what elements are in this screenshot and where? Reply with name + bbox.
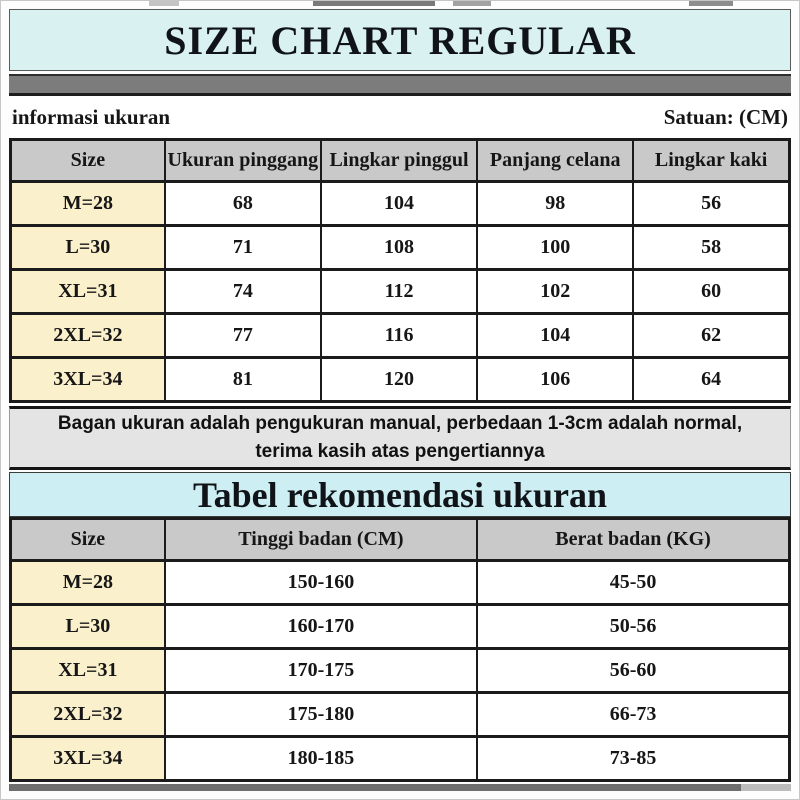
note-line-2: terima kasih atas pengertiannya	[255, 441, 545, 462]
table-cell: 120	[319, 356, 479, 403]
table-cell: 160-170	[163, 603, 479, 650]
table-row: 3XL=34 180-185 73-85	[9, 735, 791, 782]
recommendation-title-band: Tabel rekomendasi ukuran	[9, 472, 791, 517]
size-cell: M=28	[9, 559, 166, 606]
size-cell: 3XL=34	[9, 356, 166, 403]
size-cell: XL=31	[9, 647, 166, 694]
table-row: XL=31 74 112 102 60	[9, 268, 791, 315]
top-edge-artifact	[149, 1, 179, 6]
size-cell: 3XL=34	[9, 735, 166, 782]
measurement-note: Bagan ukuran adalah pengukuran manual, p…	[9, 406, 791, 470]
size-cell: XL=31	[9, 268, 166, 315]
column-header: Lingkar pinggul	[319, 138, 479, 183]
table-cell: 102	[476, 268, 635, 315]
table-header-row: Size Tinggi badan (CM) Berat badan (KG)	[9, 517, 791, 562]
table-cell: 45-50	[476, 559, 791, 606]
table-cell: 60	[632, 268, 791, 315]
size-cell: L=30	[9, 603, 166, 650]
table-cell: 68	[163, 180, 322, 227]
table-cell: 62	[632, 312, 791, 359]
size-cell: 2XL=32	[9, 312, 166, 359]
table-cell: 116	[319, 312, 479, 359]
note-line-1: Bagan ukuran adalah pengukuran manual, p…	[57, 413, 743, 434]
size-cell: L=30	[9, 224, 166, 271]
table-cell: 100	[476, 224, 635, 271]
table-cell: 77	[163, 312, 322, 359]
recommendation-title: Tabel rekomendasi ukuran	[192, 474, 608, 515]
top-edge-artifact	[689, 1, 733, 6]
column-header: Panjang celana	[476, 138, 635, 183]
table-cell: 108	[319, 224, 479, 271]
column-header: Berat badan (KG)	[476, 517, 791, 562]
size-chart-table: Size Ukuran pinggang Lingkar pinggul Pan…	[9, 138, 791, 403]
divider-bar	[9, 74, 791, 96]
top-edge-artifact	[453, 1, 491, 6]
title-band: SIZE CHART REGULAR	[9, 9, 791, 71]
table-row: M=28 68 104 98 56	[9, 180, 791, 227]
table-cell: 56-60	[476, 647, 791, 694]
table-cell: 104	[476, 312, 635, 359]
column-header: Lingkar kaki	[632, 138, 791, 183]
column-header: Tinggi badan (CM)	[163, 517, 479, 562]
table-row: M=28 150-160 45-50	[9, 559, 791, 606]
table-cell: 74	[163, 268, 322, 315]
bottom-edge-bar-light	[741, 784, 791, 791]
column-header: Ukuran pinggang	[163, 138, 322, 183]
top-edge-artifact	[313, 1, 435, 6]
table-cell: 71	[163, 224, 322, 271]
table-cell: 175-180	[163, 691, 479, 738]
table-cell: 180-185	[163, 735, 479, 782]
table-cell: 98	[476, 180, 635, 227]
info-label: informasi ukuran	[12, 104, 171, 129]
bottom-edge-bar	[9, 784, 791, 791]
table-row: 3XL=34 81 120 106 64	[9, 356, 791, 403]
column-header: Size	[9, 517, 166, 562]
table-cell: 50-56	[476, 603, 791, 650]
table-cell: 104	[319, 180, 479, 227]
unit-label: Satuan: (CM)	[663, 104, 788, 129]
info-row: informasi ukuran Satuan: (CM)	[9, 96, 791, 138]
table-cell: 58	[632, 224, 791, 271]
size-cell: M=28	[9, 180, 166, 227]
table-cell: 106	[476, 356, 635, 403]
table-header-row: Size Ukuran pinggang Lingkar pinggul Pan…	[9, 138, 791, 183]
table-row: 2XL=32 175-180 66-73	[9, 691, 791, 738]
table-row: L=30 71 108 100 58	[9, 224, 791, 271]
bottom-edge-bar-dark	[9, 784, 741, 791]
table-cell: 170-175	[163, 647, 479, 694]
recommendation-table: Size Tinggi badan (CM) Berat badan (KG) …	[9, 517, 791, 782]
table-cell: 56	[632, 180, 791, 227]
table-cell: 64	[632, 356, 791, 403]
table-row: 2XL=32 77 116 104 62	[9, 312, 791, 359]
table-row: XL=31 170-175 56-60	[9, 647, 791, 694]
table-cell: 73-85	[476, 735, 791, 782]
table-cell: 112	[319, 268, 479, 315]
table-cell: 150-160	[163, 559, 479, 606]
column-header: Size	[9, 138, 166, 183]
size-cell: 2XL=32	[9, 691, 166, 738]
table-row: L=30 160-170 50-56	[9, 603, 791, 650]
page-title: SIZE CHART REGULAR	[164, 17, 636, 63]
table-cell: 81	[163, 356, 322, 403]
table-cell: 66-73	[476, 691, 791, 738]
